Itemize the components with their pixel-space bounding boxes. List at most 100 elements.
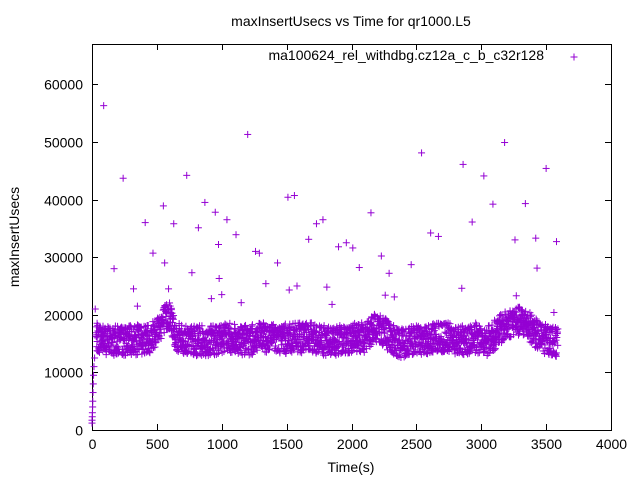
data-point xyxy=(348,324,356,332)
data-point xyxy=(453,339,461,347)
data-point xyxy=(159,202,167,210)
x-tick-label: 1000 xyxy=(207,436,238,452)
data-point xyxy=(427,229,435,237)
data-point xyxy=(385,269,393,277)
data-point xyxy=(161,259,169,267)
data-point xyxy=(407,261,415,269)
data-point xyxy=(295,331,303,339)
data-point xyxy=(149,249,157,257)
data-point xyxy=(251,247,259,255)
data-point xyxy=(253,346,261,354)
data-point xyxy=(234,349,242,357)
data-point xyxy=(285,286,293,294)
data-point xyxy=(267,340,275,348)
data-point xyxy=(280,333,288,341)
y-tick-label: 0 xyxy=(75,423,83,439)
data-point xyxy=(511,236,519,244)
data-point xyxy=(218,291,226,299)
plot-area xyxy=(92,44,612,431)
data-point xyxy=(383,333,391,341)
data-point xyxy=(141,219,149,227)
data-point xyxy=(355,264,363,272)
data-point xyxy=(133,302,141,310)
data-point xyxy=(521,200,529,208)
data-point xyxy=(165,285,173,293)
data-point xyxy=(232,231,240,239)
data-point xyxy=(274,259,282,267)
data-point xyxy=(166,299,174,307)
x-tick-label: 1500 xyxy=(272,436,303,452)
data-point xyxy=(367,209,375,217)
data-point xyxy=(277,341,285,349)
data-point xyxy=(194,224,202,232)
data-point xyxy=(149,318,157,326)
data-point xyxy=(90,363,98,371)
data-point xyxy=(480,172,488,180)
data-point xyxy=(377,252,385,260)
data-point xyxy=(119,174,127,182)
data-point xyxy=(154,336,162,344)
data-point xyxy=(155,333,163,341)
data-point xyxy=(323,283,331,291)
data-point xyxy=(159,314,167,322)
data-point xyxy=(394,352,402,360)
data-point xyxy=(227,325,235,333)
data-point xyxy=(180,338,188,346)
data-point xyxy=(130,285,138,293)
data-point xyxy=(238,323,246,331)
data-point xyxy=(532,234,540,242)
data-point xyxy=(312,220,320,228)
data-point xyxy=(188,269,196,277)
x-tick-label: 2000 xyxy=(337,436,368,452)
data-point xyxy=(184,341,192,349)
data-point xyxy=(319,216,327,224)
chart-title: maxInsertUsecs vs Time for qr1000.L5 xyxy=(231,13,471,29)
data-point xyxy=(437,335,445,343)
data-point xyxy=(309,321,317,329)
data-point xyxy=(276,349,284,357)
data-point xyxy=(349,244,357,252)
data-point xyxy=(201,198,209,206)
data-point xyxy=(89,389,97,397)
data-point xyxy=(380,329,388,337)
data-point xyxy=(360,348,368,356)
data-point xyxy=(264,346,272,354)
x-tick-label: 3000 xyxy=(466,436,497,452)
data-point xyxy=(311,328,319,336)
legend-label: ma100624_rel_withdbg.cz12a_c_b_c32r128 xyxy=(268,47,544,63)
data-point xyxy=(89,380,97,388)
data-point xyxy=(533,264,541,272)
data-point xyxy=(489,200,497,208)
data-point xyxy=(424,322,432,330)
plot-frame xyxy=(92,44,612,431)
x-tick-label: 0 xyxy=(89,436,97,452)
data-point xyxy=(150,344,158,352)
y-axis-label: maxInsertUsecs xyxy=(6,187,22,287)
x-axis: 0 500 1000 1500 2000 2500 3000 3500 4000 xyxy=(89,44,627,452)
x-tick-label: 4000 xyxy=(596,436,627,452)
y-axis: 0 10000 20000 30000 40000 50000 60000 xyxy=(44,77,611,439)
y-tick-label: 30000 xyxy=(44,250,83,266)
data-point xyxy=(163,301,171,309)
data-point xyxy=(223,216,231,224)
legend-marker-plus xyxy=(570,53,578,61)
x-axis-label: Time(s) xyxy=(328,459,375,475)
data-point xyxy=(160,329,168,337)
y-tick-label: 40000 xyxy=(44,193,83,209)
data-point xyxy=(248,321,256,329)
data-point xyxy=(215,274,223,282)
data-point xyxy=(312,327,320,335)
data-point xyxy=(140,322,148,330)
data-point xyxy=(100,102,108,110)
y-tick-label: 60000 xyxy=(44,77,83,93)
data-point xyxy=(335,338,343,346)
data-point xyxy=(146,349,154,357)
data-point xyxy=(317,338,325,346)
data-point xyxy=(201,336,209,344)
data-point xyxy=(218,349,226,357)
data-point xyxy=(230,336,238,344)
x-tick-label: 2500 xyxy=(401,436,432,452)
data-point xyxy=(273,335,281,343)
data-point xyxy=(170,312,178,320)
data-point xyxy=(157,329,165,337)
